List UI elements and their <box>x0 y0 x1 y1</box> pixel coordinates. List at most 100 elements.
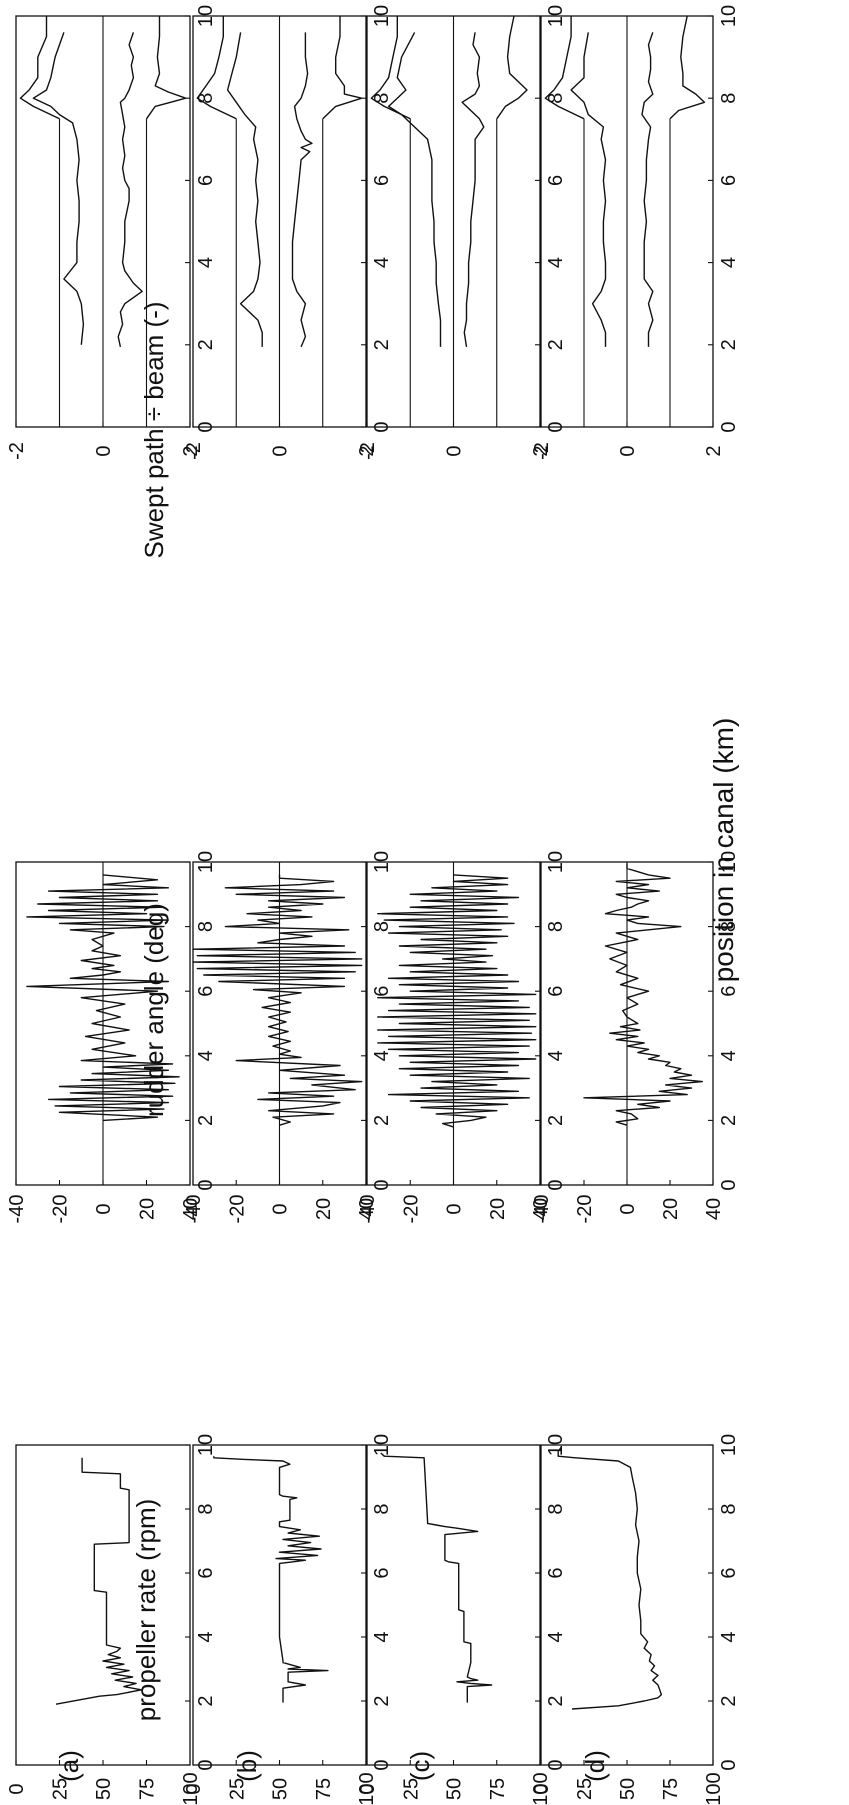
series-line-swept-2-mid <box>461 32 485 348</box>
y-tick-label-rudder-0-3: 20 <box>137 1198 159 1220</box>
y-tick-label-rudder-3-0: -40 <box>531 1195 553 1224</box>
y-tick-label-propeller-0-3: 75 <box>137 1778 159 1800</box>
panel-label-c: (c) <box>405 1751 435 1781</box>
y-tick-label-swept-0-2: 2 <box>180 445 202 456</box>
y-tick-label-rudder-3-3: 20 <box>660 1198 682 1220</box>
series-line-rudder-2-0 <box>377 874 537 1128</box>
y-tick-label-rudder-2-1: -20 <box>400 1195 422 1224</box>
x-tick-label-rudder-0-8: 8 <box>195 921 217 932</box>
x-tick-label-rudder-3-2: 2 <box>718 1115 740 1126</box>
x-tick-label-propeller-1-6: 6 <box>371 1567 393 1578</box>
series-line-rudder-3-0 <box>583 863 703 1126</box>
x-tick-label-swept-0-4: 4 <box>195 257 217 268</box>
x-tick-label-propeller-0-8: 8 <box>195 1503 217 1514</box>
y-tick-label-propeller-2-0: 0 <box>357 1783 379 1794</box>
panel-label-a: (a) <box>54 1750 84 1782</box>
y-tick-label-rudder-2-2: 0 <box>444 1203 466 1214</box>
series-line-propeller-3-0 <box>557 1446 663 1710</box>
x-tick-label-swept-0-6: 6 <box>195 175 217 186</box>
y-tick-label-propeller-2-2: 50 <box>444 1778 466 1800</box>
x-tick-label-propeller-0-4: 4 <box>195 1631 217 1642</box>
y-tick-label-propeller-1-4: 100 <box>356 1772 378 1805</box>
x-tick-label-swept-3-2: 2 <box>718 339 740 350</box>
series-line-swept-1-mid-lower <box>226 32 263 347</box>
y-tick-label-propeller-0-0: 0 <box>6 1783 28 1794</box>
y-tick-label-swept-0-0: -2 <box>6 442 28 460</box>
x-tick-label-propeller-1-8: 8 <box>371 1503 393 1514</box>
x-tick-label-rudder-3-8: 8 <box>718 921 740 932</box>
x-tick-label-swept-1-6: 6 <box>371 175 393 186</box>
series-line-rudder-1-0 <box>192 874 363 1126</box>
series-line-propeller-2-0 <box>380 1452 493 1703</box>
y-tick-label-rudder-2-0: -40 <box>357 1195 379 1224</box>
y-tick-label-propeller-1-2: 50 <box>270 1778 292 1800</box>
x-tick-label-rudder-1-2: 2 <box>371 1115 393 1126</box>
series-line-swept-0-mid <box>117 32 143 348</box>
x-tick-label-rudder-0-4: 4 <box>195 1050 217 1061</box>
x-tick-label-swept-0-8: 8 <box>195 93 217 104</box>
y-tick-label-rudder-2-4: 40 <box>530 1198 552 1220</box>
y-tick-label-rudder-0-4: 40 <box>180 1198 202 1220</box>
panel-label-b: (b) <box>232 1750 262 1782</box>
series-line-swept-1-lower <box>196 16 237 120</box>
y-tick-label-rudder-1-4: 40 <box>356 1198 378 1220</box>
x-tick-label-rudder-1-4: 4 <box>371 1050 393 1061</box>
x-tick-label-propeller-3-10: 10 <box>718 1434 740 1456</box>
y-tick-label-propeller-2-3: 75 <box>487 1778 509 1800</box>
series-line-swept-1-upper <box>322 16 363 120</box>
x-tick-label-propeller-3-8: 8 <box>718 1503 740 1514</box>
series-line-swept-0-lower <box>19 16 60 120</box>
y-tick-label-rudder-0-0: -40 <box>6 1195 28 1224</box>
series-line-swept-3-lower <box>544 16 585 120</box>
series-line-swept-2-upper <box>496 15 528 120</box>
axes-frame-propeller-3 <box>540 1444 714 1766</box>
y-tick-label-swept-3-0: -2 <box>531 442 553 460</box>
x-tick-label-propeller-0-6: 6 <box>195 1567 217 1578</box>
x-tick-label-swept-1-8: 8 <box>371 93 393 104</box>
series-line-swept-3-upper <box>669 15 706 120</box>
y-tick-label-swept-3-2: 2 <box>703 445 725 456</box>
x-tick-label-rudder-3-10: 10 <box>718 851 740 873</box>
x-tick-label-rudder-1-8: 8 <box>371 921 393 932</box>
x-tick-label-rudder-2-2: 2 <box>545 1115 567 1126</box>
x-tick-label-propeller-1-2: 2 <box>371 1695 393 1706</box>
y-tick-label-swept-0-1: 0 <box>93 445 115 456</box>
x-tick-label-swept-2-8: 8 <box>545 93 567 104</box>
y-tick-label-swept-1-2: 2 <box>356 445 378 456</box>
x-tick-label-swept-3-0: 0 <box>718 421 740 432</box>
x-tick-label-rudder-3-6: 6 <box>718 986 740 997</box>
y-tick-label-rudder-1-3: 20 <box>313 1198 335 1220</box>
y-tick-label-rudder-0-1: -20 <box>50 1195 72 1224</box>
x-tick-label-propeller-2-8: 8 <box>545 1503 567 1514</box>
x-tick-label-rudder-2-8: 8 <box>545 921 567 932</box>
x-tick-label-propeller-0-2: 2 <box>195 1695 217 1706</box>
swept-ylabel: Swept path ÷ beam (-) <box>139 301 169 558</box>
y-tick-label-swept-1-0: -2 <box>183 442 205 460</box>
x-tick-label-rudder-1-6: 6 <box>371 986 393 997</box>
x-tick-label-propeller-1-4: 4 <box>371 1631 393 1642</box>
series-line-swept-0-mid-lower <box>32 32 85 345</box>
y-tick-label-propeller-2-4: 100 <box>530 1772 552 1805</box>
y-tick-label-rudder-3-1: -20 <box>574 1195 596 1224</box>
x-tick-label-rudder-2-4: 4 <box>545 1050 567 1061</box>
series-line-swept-3-mid-lower <box>570 32 607 347</box>
x-tick-label-rudder-3-0: 0 <box>718 1179 740 1190</box>
x-tick-label-rudder-0-2: 2 <box>195 1115 217 1126</box>
y-tick-label-rudder-1-1: -20 <box>226 1195 248 1224</box>
x-tick-label-swept-3-10: 10 <box>718 5 740 27</box>
y-tick-label-propeller-0-2: 50 <box>93 1778 115 1800</box>
x-tick-label-swept-3-6: 6 <box>718 175 740 186</box>
series-line-swept-2-lower <box>370 16 411 120</box>
y-tick-label-swept-2-2: 2 <box>530 445 552 456</box>
panel-label-d: (d) <box>580 1750 610 1782</box>
y-tick-label-propeller-3-3: 75 <box>660 1778 682 1800</box>
x-tick-label-propeller-2-6: 6 <box>545 1567 567 1578</box>
x-tick-label-swept-2-6: 6 <box>545 175 567 186</box>
series-line-swept-1-mid <box>291 32 313 348</box>
axes-frame-propeller-0 <box>15 1444 191 1766</box>
y-tick-label-propeller-3-2: 50 <box>617 1778 639 1800</box>
y-tick-label-propeller-1-1: 25 <box>226 1778 248 1800</box>
y-tick-label-swept-2-1: 0 <box>444 445 466 456</box>
series-line-swept-2-mid-lower <box>387 32 442 347</box>
y-tick-label-propeller-1-3: 75 <box>313 1778 335 1800</box>
